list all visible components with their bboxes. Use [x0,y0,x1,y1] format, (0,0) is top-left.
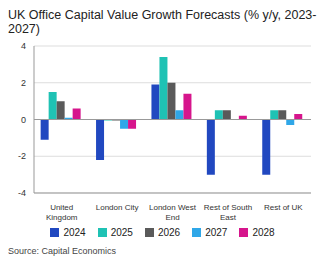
svg-text:Rest of UK: Rest of UK [264,203,303,212]
html-text:Source: Capital Economics: Source: Capital Economics [8,246,117,256]
html-text:2024: 2024 [63,227,86,238]
html-text:2026: 2026 [157,227,181,238]
html-text:2025: 2025 [110,227,133,238]
svg-text:0: 0 [21,115,26,125]
html-text:UK Office Capital Value Growth: UK Office Capital Value Growth Forecasts… [8,8,317,36]
svg-text:UnitedKingdom: UnitedKingdom [46,203,78,222]
svg-text:London City: London City [96,203,139,212]
svg-text:Rest of SouthEast: Rest of SouthEast [204,203,252,222]
svg-text:-4: -4 [18,188,26,198]
svg-text:London WestEnd: London WestEnd [149,203,197,222]
html-text:2028: 2028 [252,227,275,238]
svg-text:-2: -2 [18,151,26,161]
html-text:2027: 2027 [205,227,228,238]
svg-text:4: 4 [21,41,26,51]
svg-text:2: 2 [21,78,26,88]
